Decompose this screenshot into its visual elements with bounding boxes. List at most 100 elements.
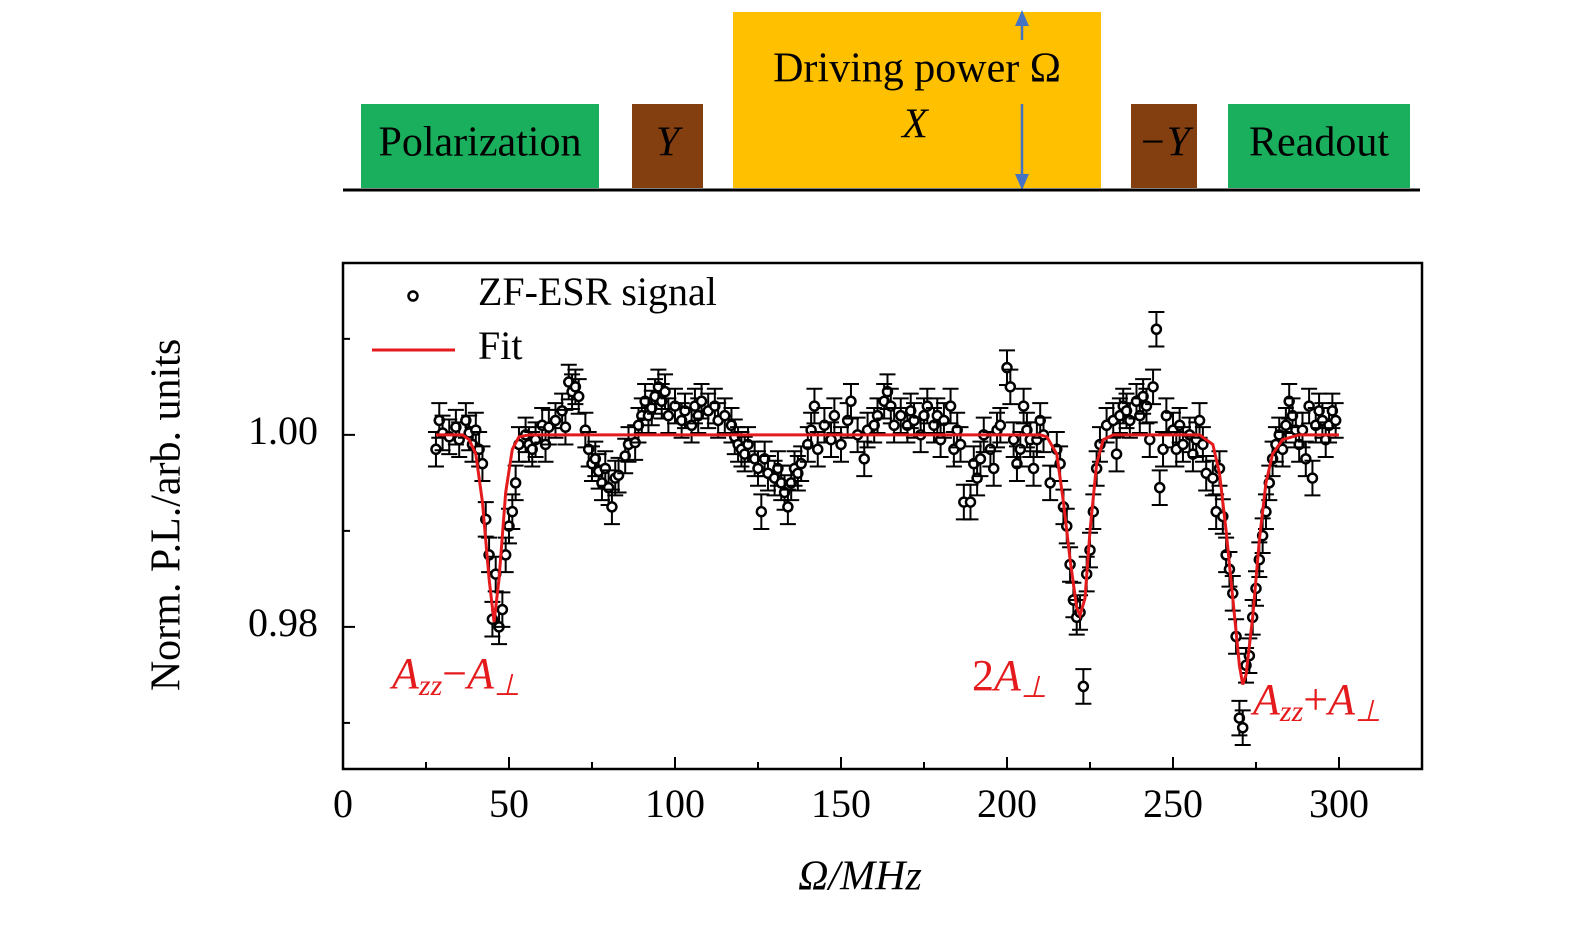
legend-marker bbox=[407, 290, 419, 302]
pulse-block bbox=[1228, 104, 1410, 188]
data-point bbox=[559, 421, 572, 433]
x-tick-label: 150 bbox=[811, 781, 871, 826]
arrow-head bbox=[1015, 174, 1029, 190]
block-sublabel: X bbox=[900, 102, 930, 148]
data-point bbox=[1329, 414, 1342, 427]
pulse-block bbox=[632, 104, 703, 188]
data-point bbox=[1233, 712, 1246, 724]
annotation: 2A⊥ bbox=[972, 651, 1047, 704]
x-tick-label: 0 bbox=[333, 781, 353, 826]
data-point bbox=[825, 433, 837, 446]
data-point bbox=[612, 469, 625, 481]
data-point bbox=[921, 400, 934, 412]
data-point bbox=[1140, 400, 1153, 412]
block-label: Polarization bbox=[379, 120, 582, 166]
data-point bbox=[1147, 381, 1159, 393]
legend-label: ZF-ESR signal bbox=[478, 269, 717, 314]
data-point bbox=[1300, 453, 1312, 465]
x-tick-label: 300 bbox=[1309, 781, 1369, 826]
data-point bbox=[662, 409, 675, 422]
annotation-part: zz bbox=[418, 669, 443, 702]
x-tick-label: 50 bbox=[489, 781, 529, 826]
data-point bbox=[509, 477, 522, 489]
data-point bbox=[964, 496, 977, 508]
annotation-part: A bbox=[464, 649, 495, 698]
data-point bbox=[1207, 472, 1219, 484]
data-point bbox=[904, 405, 917, 417]
block-label: −Y bbox=[1138, 120, 1194, 166]
data-point bbox=[888, 419, 900, 432]
data-point bbox=[738, 448, 751, 460]
annotation-part: A bbox=[1325, 675, 1356, 724]
data-point bbox=[1044, 477, 1056, 489]
data-point bbox=[476, 457, 489, 470]
data-point bbox=[895, 409, 907, 422]
data-point bbox=[1014, 443, 1027, 456]
data-point bbox=[1027, 462, 1040, 475]
data-point bbox=[572, 390, 585, 403]
data-point bbox=[675, 414, 688, 427]
data-point bbox=[1007, 433, 1020, 446]
data-point bbox=[858, 453, 870, 465]
data-point bbox=[695, 395, 708, 408]
data-point bbox=[1306, 472, 1319, 484]
data-point bbox=[506, 505, 519, 518]
data-point bbox=[526, 443, 538, 456]
y-tick-label: 0.98 bbox=[248, 600, 318, 645]
data-point bbox=[1303, 400, 1315, 412]
annotation-part: 2 bbox=[972, 651, 994, 700]
data-point bbox=[835, 438, 847, 451]
data-point bbox=[812, 443, 824, 456]
data-point bbox=[1120, 405, 1133, 417]
annotation-part: A bbox=[1250, 675, 1281, 724]
data-point bbox=[752, 462, 764, 475]
fit-line bbox=[435, 433, 1339, 685]
annotation: Azz−A⊥ bbox=[389, 649, 520, 702]
y-tick-label: 1.00 bbox=[248, 408, 318, 453]
plot-frame bbox=[341, 261, 1424, 771]
data-point bbox=[1004, 381, 1017, 393]
y-axis-label: Norm. P.L./arb. units bbox=[144, 339, 190, 691]
data-point bbox=[1326, 405, 1339, 417]
data-point bbox=[808, 400, 821, 412]
data-point bbox=[918, 409, 930, 422]
data-point bbox=[1137, 390, 1149, 403]
block-label: Readout bbox=[1249, 120, 1389, 166]
data-point bbox=[606, 501, 618, 513]
data-point bbox=[792, 467, 804, 480]
data-point bbox=[1276, 443, 1289, 456]
annotation-part: ⊥ bbox=[494, 669, 520, 702]
data-point bbox=[549, 414, 562, 427]
data-point bbox=[1077, 680, 1090, 693]
x-tick-label: 250 bbox=[1143, 781, 1203, 826]
data-point bbox=[974, 453, 987, 465]
data-point bbox=[1296, 424, 1309, 436]
data-point bbox=[569, 381, 582, 393]
data-point bbox=[1193, 414, 1206, 427]
block-label: Driving power Ω bbox=[773, 46, 1061, 92]
x-tick-label: 200 bbox=[977, 781, 1037, 826]
data-point bbox=[1197, 438, 1209, 451]
data-point bbox=[543, 421, 555, 433]
data-point bbox=[755, 505, 768, 518]
data-point bbox=[1236, 721, 1249, 734]
data-point bbox=[845, 395, 857, 408]
data-point bbox=[944, 400, 957, 412]
data-point bbox=[632, 419, 645, 432]
data-point bbox=[619, 450, 631, 462]
data-point bbox=[1153, 481, 1166, 494]
data-point bbox=[805, 424, 817, 436]
data-point bbox=[1144, 433, 1156, 446]
annotation-part: ⊥ bbox=[1021, 671, 1047, 704]
data-point bbox=[987, 462, 1000, 475]
data-point bbox=[1110, 448, 1123, 460]
annotation-part: ⊥ bbox=[1355, 695, 1381, 728]
data-point bbox=[1177, 438, 1189, 451]
annotation-part: + bbox=[1303, 675, 1328, 724]
pulse-block bbox=[733, 12, 1101, 188]
data-point bbox=[828, 409, 841, 422]
data-point bbox=[868, 419, 880, 432]
arrow-head bbox=[1015, 10, 1029, 26]
data-point bbox=[994, 419, 1007, 432]
data-point bbox=[782, 501, 794, 513]
